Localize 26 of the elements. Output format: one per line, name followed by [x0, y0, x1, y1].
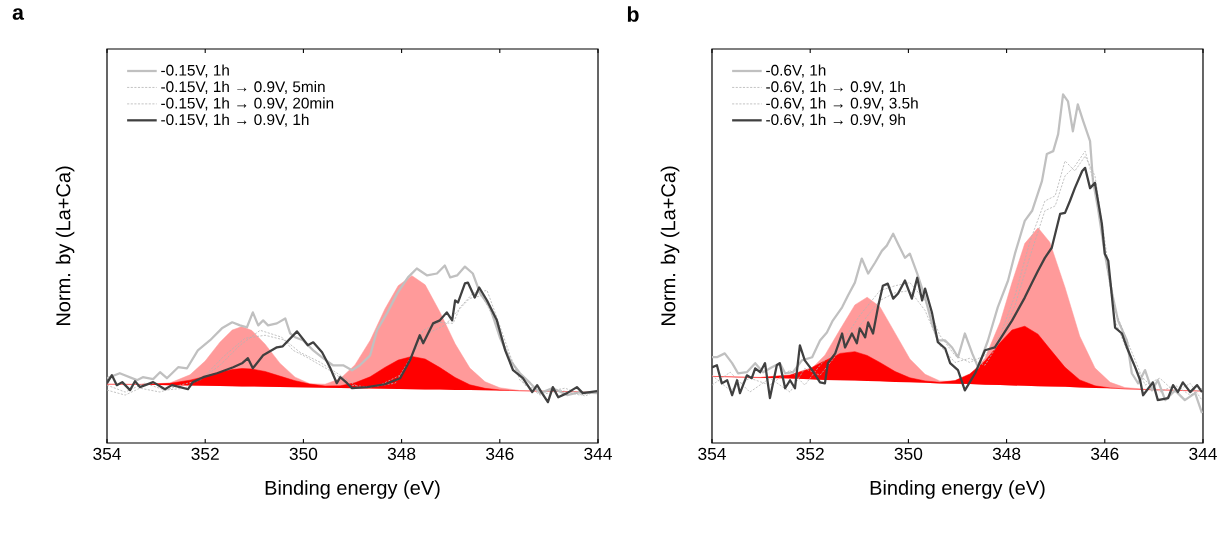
x-tick-label: 348 — [387, 447, 416, 460]
x-tick-label: 354 — [93, 447, 121, 460]
legend-label: -0.6V, 1h — [766, 64, 826, 78]
legend-label: -0.6V, 1h → 0.9V, 1h — [766, 80, 905, 94]
legend-label: -0.15V, 1h → 0.9V, 1h — [161, 113, 309, 127]
x-tick-label: 352 — [796, 447, 824, 460]
x-tick-label: 352 — [191, 447, 219, 460]
legend-label: -0.6V, 1h → 0.9V, 9h — [766, 113, 905, 127]
chart-title: b — [627, 6, 639, 22]
x-tick-label: 354 — [698, 447, 726, 460]
legend-label: -0.15V, 1h — [161, 64, 229, 78]
x-tick-label: 346 — [1091, 447, 1119, 460]
y-axis-title: Norm. by (La+Ca) — [55, 166, 75, 326]
chart-title: a — [12, 8, 25, 20]
legend-label: -0.15V, 1h → 0.9V, 20min — [161, 97, 334, 111]
x-tick-label: 350 — [289, 447, 318, 460]
x-tick-label: 350 — [894, 447, 923, 460]
x-tick-label: 344 — [584, 447, 612, 460]
x-tick-label: 344 — [1189, 447, 1217, 460]
legend-label: -0.15V, 1h → 0.9V, 5min — [161, 80, 325, 94]
legend-label: -0.6V, 1h → 0.9V, 3.5h — [766, 97, 918, 111]
x-tick-label: 348 — [992, 447, 1021, 460]
x-axis-title: Binding energy (eV) — [870, 480, 1045, 499]
x-tick-label: 346 — [486, 447, 514, 460]
y-axis-title: Norm. by (La+Ca) — [660, 166, 680, 326]
x-axis-title: Binding energy (eV) — [265, 480, 440, 499]
